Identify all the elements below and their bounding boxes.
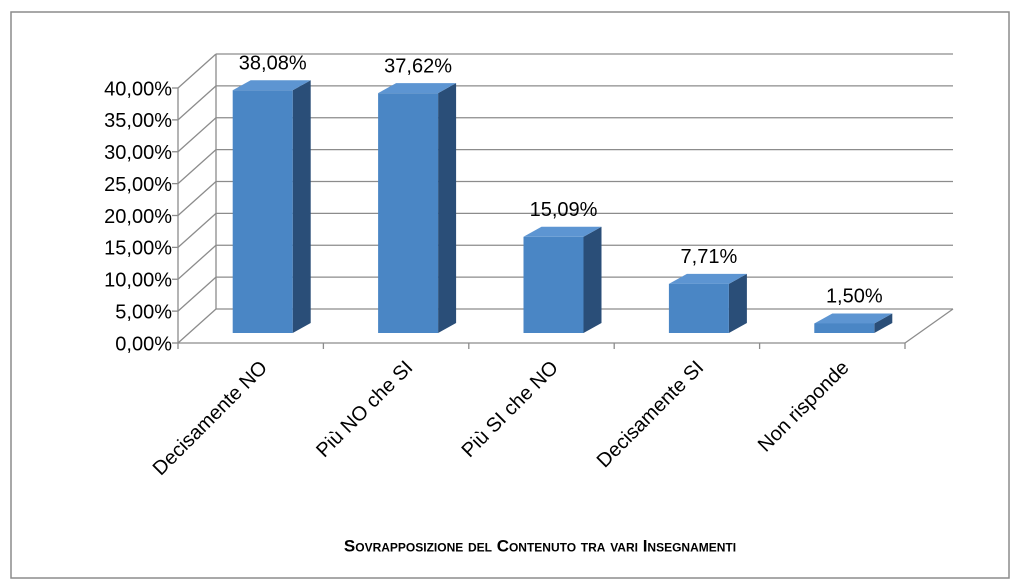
bar-side (583, 226, 602, 333)
bar-side (292, 80, 311, 334)
bar-top (232, 80, 311, 91)
bar-top (814, 313, 893, 324)
y-tick-label: 5,00% (115, 301, 172, 323)
grid-line (177, 117, 217, 153)
chart-border (10, 11, 1010, 579)
bar-side (728, 273, 747, 333)
x-axis-title: Sovrapposizione del Contenuto tra vari I… (344, 536, 736, 555)
y-tick-label: 15,00% (104, 238, 172, 260)
grid-line (177, 149, 217, 185)
data-label: 37,62% (384, 55, 452, 77)
grid-line (177, 276, 217, 312)
bar-side (874, 313, 893, 333)
data-label: 15,09% (530, 199, 598, 221)
bar-side (438, 83, 457, 333)
y-tick-label: 35,00% (104, 110, 172, 132)
grid-line (177, 85, 217, 121)
bar (814, 323, 875, 333)
bar-top (668, 273, 747, 284)
y-tick-label: 10,00% (104, 270, 172, 292)
data-label: 1,50% (826, 286, 883, 308)
grid-line (177, 53, 217, 89)
bar (232, 90, 293, 334)
grid-line (177, 212, 217, 248)
y-tick-label: 0,00% (115, 333, 172, 355)
floor-right (904, 308, 954, 344)
bar (378, 93, 439, 333)
y-tick-label: 30,00% (104, 142, 172, 164)
y-tick-label: 40,00% (104, 78, 172, 100)
data-label: 7,71% (681, 246, 738, 268)
grid-line (177, 181, 217, 216)
bar (668, 283, 729, 333)
grid-line (177, 244, 217, 280)
bar-top (378, 83, 457, 94)
grid-line (177, 308, 217, 344)
y-tick-label: 25,00% (104, 174, 172, 196)
bar-top (523, 226, 602, 237)
y-tick-label: 20,00% (104, 206, 172, 228)
data-label: 38,08% (239, 53, 307, 75)
bar (523, 236, 584, 333)
